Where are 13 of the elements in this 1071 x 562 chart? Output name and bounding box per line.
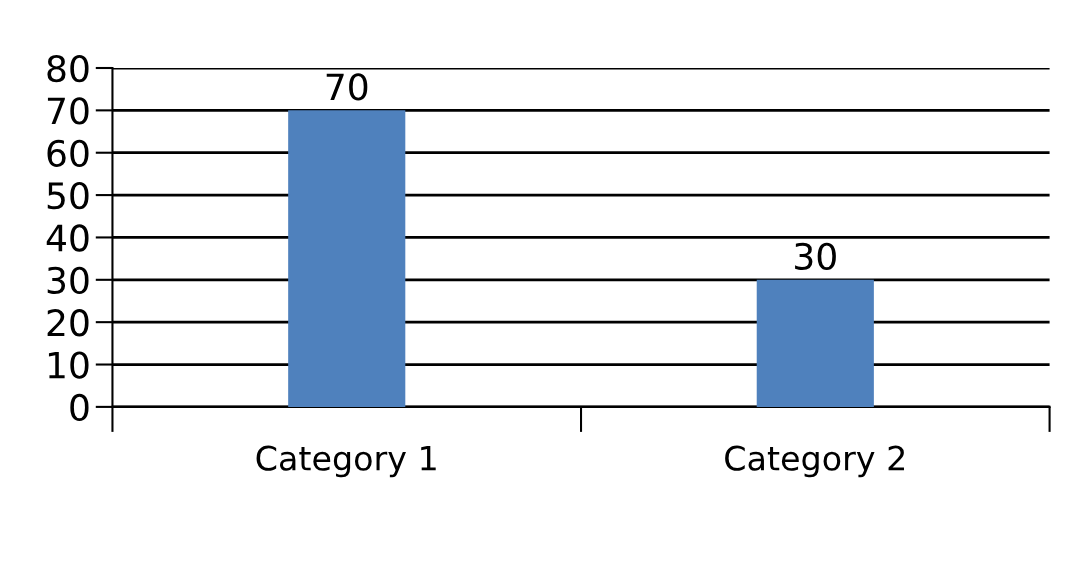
data-label: 70: [326, 73, 368, 101]
y-tick-label: 40: [46, 224, 89, 252]
y-tick-label: 60: [47, 139, 89, 167]
y-tick-label: 50: [47, 182, 89, 210]
x-tick-label: Category 1: [256, 445, 436, 478]
data-label: 30: [795, 242, 836, 271]
y-tick-label: 0: [70, 393, 89, 422]
y-tick-label: 30: [47, 266, 89, 295]
x-tick-label: Category 2: [725, 445, 904, 478]
y-tick-label: 20: [47, 309, 89, 337]
y-tick-label: 80: [47, 54, 89, 83]
y-tick-label: 70: [47, 97, 89, 125]
y-tick-label: 10: [48, 351, 89, 379]
